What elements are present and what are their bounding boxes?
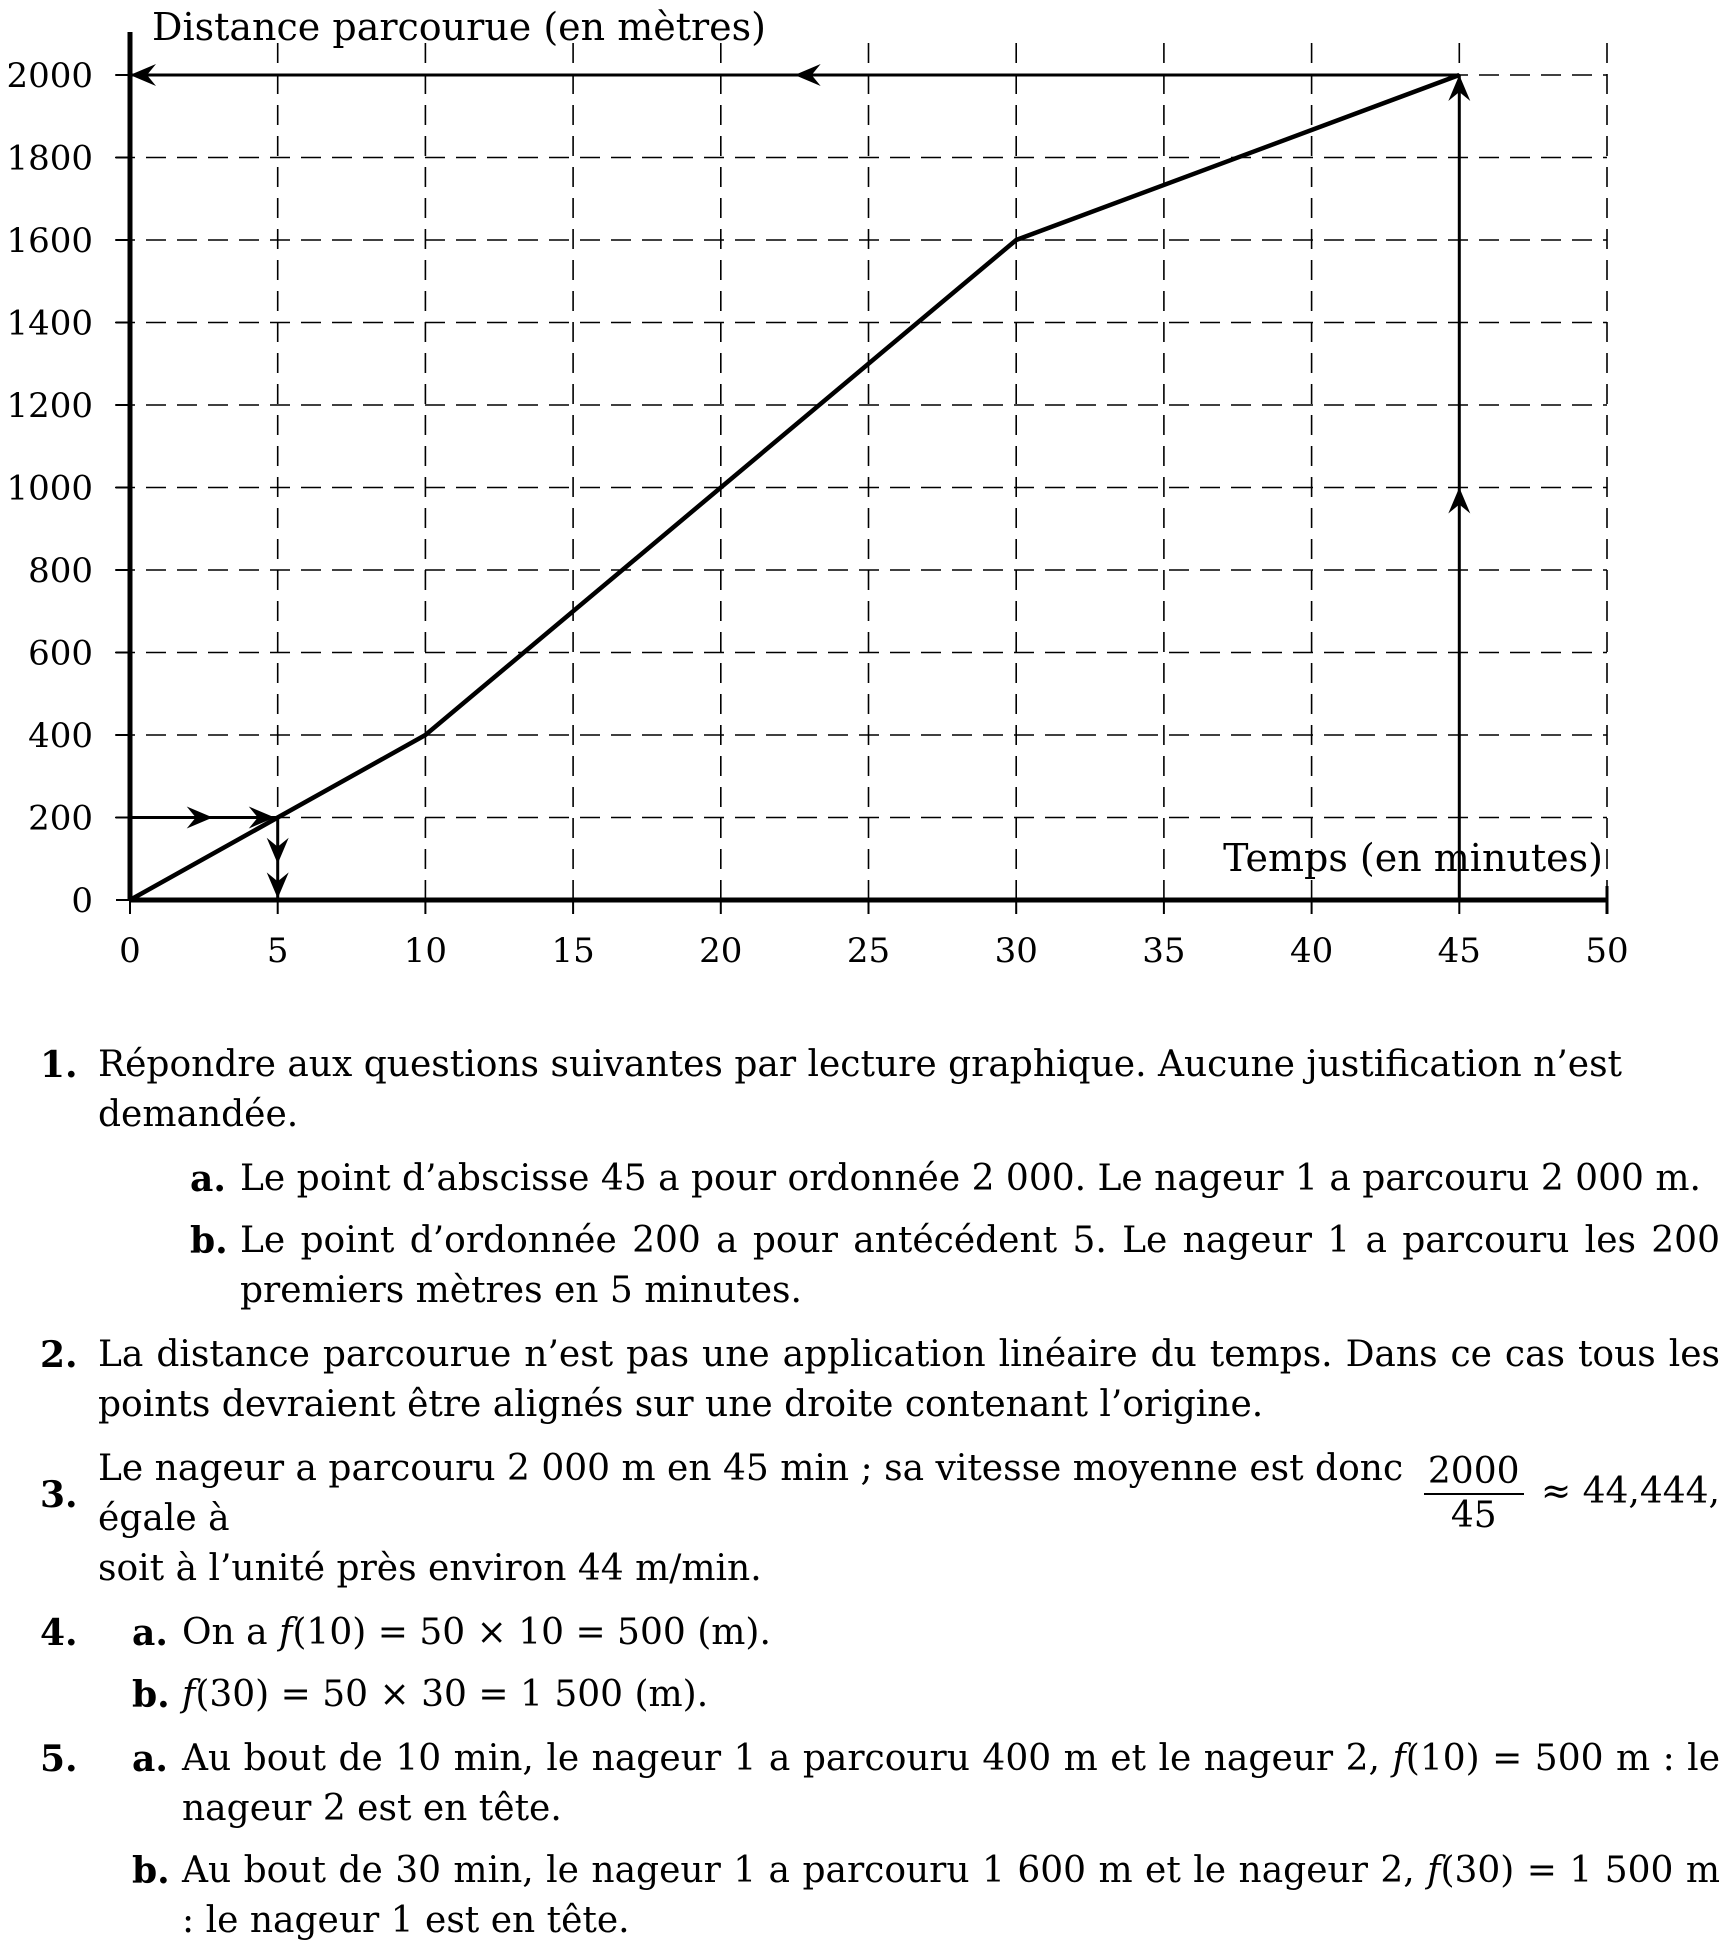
sub-label: b. xyxy=(190,1220,228,1262)
tick-labels: 0 5 10 15 20 25 30 35 40 45 50 0 200 400 600 800 1000 120… xyxy=(6,56,1628,971)
y-tick-label: 1400 xyxy=(6,304,93,344)
arrowhead xyxy=(266,872,289,899)
answer-5a: a. Au bout de 10 min, le nageur 1 a parc… xyxy=(132,1734,1720,1834)
answers-section: 1. Répondre aux questions suivantes par … xyxy=(40,1040,1720,1960)
answer-text: (10) = 500 m : le nageur 2 est en tête. xyxy=(182,1738,1720,1829)
x-axis-label: Temps (en minutes) xyxy=(1223,836,1603,880)
question-3: 3. Le nageur a parcouru 2 000 m en 45 mi… xyxy=(40,1444,1720,1594)
arrowhead xyxy=(794,64,821,86)
fraction-denominator: 45 xyxy=(1450,1495,1497,1536)
y-tick-label: 1800 xyxy=(6,139,93,179)
question-number: 4. xyxy=(40,1612,78,1654)
answer-1b: b. Le point d’ordonnée 200 a pour antécé… xyxy=(190,1216,1720,1316)
question-number: 5. xyxy=(40,1738,78,1780)
answer-text: La distance parcourue n’est pas une appl… xyxy=(98,1334,1720,1425)
question-number: 2. xyxy=(40,1334,78,1376)
x-tick-label: 40 xyxy=(1290,931,1333,971)
x-tick-label: 0 xyxy=(119,931,141,971)
grid-lines xyxy=(115,32,1608,900)
series-layer xyxy=(128,72,1461,902)
sub-label: b. xyxy=(132,1850,170,1892)
arrowhead xyxy=(266,837,289,864)
y-tick-label: 200 xyxy=(28,799,93,839)
x-tick-label: 20 xyxy=(699,931,742,971)
reading-lines xyxy=(130,64,1471,900)
y-tick-label: 1600 xyxy=(6,221,93,261)
sub-label: a. xyxy=(132,1738,168,1780)
axes xyxy=(116,32,1609,914)
question-4: 4. a. On a f(10) = 50 × 10 = 500 (m). b.… xyxy=(40,1608,1720,1720)
answer-4a: a. On a f(10) = 50 × 10 = 500 (m). xyxy=(132,1608,1720,1658)
answer-text: ≈ 44,444, xyxy=(1540,1471,1720,1512)
arrowhead xyxy=(186,806,213,829)
y-tick-label: 600 xyxy=(28,634,93,674)
y-tick-label: 1200 xyxy=(6,386,93,426)
answer-text: Au bout de 10 min, le nageur 1 a parcour… xyxy=(182,1738,1380,1779)
function-symbol: f xyxy=(182,1674,196,1715)
function-symbol: f xyxy=(279,1612,293,1653)
arrowhead xyxy=(248,806,275,829)
distance-time-chart: 0 5 10 15 20 25 30 35 40 45 50 0 200 400 600 800 1000 120… xyxy=(6,5,1628,971)
y-tick-label: 0 xyxy=(71,881,93,921)
answer-text: Le nageur a parcouru 2 000 m en 45 min ;… xyxy=(98,1448,1404,1539)
y-tick-label: 800 xyxy=(28,551,93,591)
sub-label: a. xyxy=(190,1158,226,1200)
x-tick-label: 25 xyxy=(847,931,890,971)
question-5: 5. a. Au bout de 10 min, le nageur 1 a p… xyxy=(40,1734,1720,1946)
fraction-numerator: 2000 xyxy=(1423,1451,1524,1495)
function-symbol: f xyxy=(1392,1738,1406,1779)
y-tick-label: 2000 xyxy=(6,56,93,96)
function-symbol: f xyxy=(1427,1850,1441,1891)
answer-text: Le point d’abscisse 45 a pour ordonnée 2… xyxy=(240,1158,1701,1199)
arrowhead xyxy=(1448,487,1471,514)
question-2: 2. La distance parcourue n’est pas une a… xyxy=(40,1330,1720,1430)
answer-5b: b. Au bout de 30 min, le nageur 1 a parc… xyxy=(132,1846,1720,1946)
answer-text: Au bout de 30 min, le nageur 1 a parcour… xyxy=(182,1850,1415,1891)
arrowhead xyxy=(130,64,156,86)
x-tick-label: 35 xyxy=(1142,931,1185,971)
question-number: 1. xyxy=(40,1044,78,1086)
answer-4b: b. f(30) = 50 × 30 = 1 500 (m). xyxy=(132,1670,1720,1720)
sub-label: b. xyxy=(132,1674,170,1716)
question-1: 1. Répondre aux questions suivantes par … xyxy=(40,1040,1720,1316)
question-number: 3. xyxy=(40,1474,78,1516)
answer-text-line2: soit à l’unité près environ 44 m/min. xyxy=(98,1548,762,1589)
answer-text: On a xyxy=(182,1612,268,1653)
answer-1a: a. Le point d’abscisse 45 a pour ordonné… xyxy=(190,1154,1720,1204)
answer-text: Le point d’ordonnée 200 a pour antécéden… xyxy=(240,1220,1720,1311)
x-tick-label: 45 xyxy=(1438,931,1481,971)
series-line xyxy=(128,72,1461,902)
fraction: 2000 45 xyxy=(1423,1451,1524,1537)
x-tick-label: 15 xyxy=(551,931,594,971)
x-tick-label: 5 xyxy=(267,931,289,971)
x-tick-label: 10 xyxy=(404,931,447,971)
y-tick-label: 400 xyxy=(28,716,93,756)
x-tick-label: 30 xyxy=(995,931,1038,971)
x-tick-label: 50 xyxy=(1585,931,1628,971)
sub-label: a. xyxy=(132,1612,168,1654)
arrowhead xyxy=(1448,75,1471,101)
answer-text: (30) = 50 × 30 = 1 500 (m). xyxy=(195,1674,709,1715)
question-text: Répondre aux questions suivantes par lec… xyxy=(98,1044,1623,1135)
answer-text: (10) = 50 × 10 = 500 (m). xyxy=(292,1612,771,1653)
y-axis-label: Distance parcourue (en mètres) xyxy=(152,5,766,49)
y-tick-label: 1000 xyxy=(6,469,93,509)
